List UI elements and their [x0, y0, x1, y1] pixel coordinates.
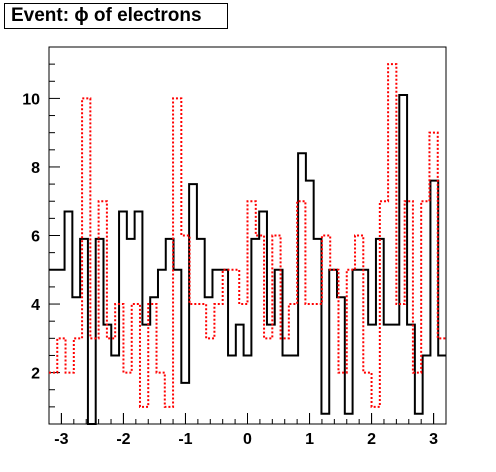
y-tick-label: 8: [31, 160, 40, 177]
x-tick-label: -2: [116, 431, 130, 448]
histogram-series-2-line: [49, 63, 446, 408]
y-tick-label: 10: [22, 91, 40, 108]
histogram-series-1-line: [49, 93, 446, 425]
x-tick-label: -1: [178, 431, 192, 448]
x-tick-label: 3: [429, 431, 438, 448]
x-tick-label: -3: [54, 431, 68, 448]
y-tick-label: 4: [31, 297, 40, 314]
x-tick-label: 1: [305, 431, 314, 448]
y-tick-label: 2: [31, 366, 40, 383]
series-layer: [49, 63, 446, 425]
y-axis: 2 4 6 8 10: [22, 63, 60, 408]
x-tick-label: 2: [367, 431, 376, 448]
x-axis: -3 -2 -1 0 1 2 3: [48, 413, 447, 448]
y-tick-label: 6: [31, 229, 40, 246]
chart-title-text: Event: ϕ of electrons: [11, 5, 202, 26]
chart-title: Event: ϕ of electrons: [4, 3, 228, 29]
x-tick-label: 0: [243, 431, 252, 448]
plot-frame: [48, 46, 447, 425]
